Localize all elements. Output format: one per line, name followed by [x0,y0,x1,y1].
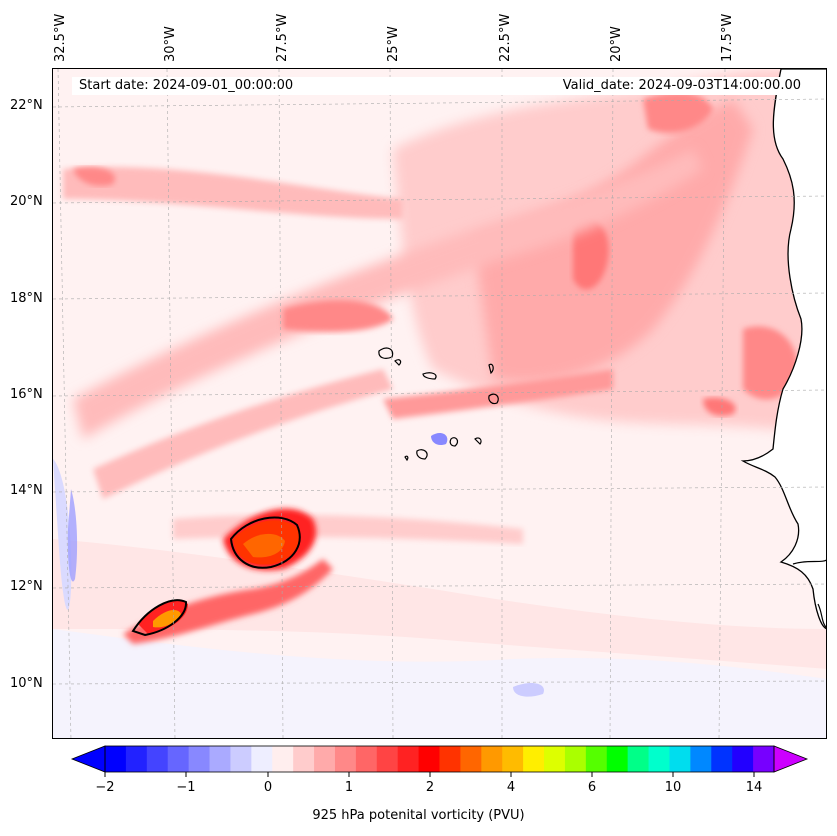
colorbar-segment [502,746,524,772]
colorbar [70,745,809,777]
colorbar-segment [627,746,650,772]
colorbar-tick-label: −1 [176,780,196,795]
valid-date: Valid_date: 2024-09-03T14:00:00.00 [562,78,801,93]
colorbar-segment [418,746,440,772]
map-panel[interactable] [52,68,827,739]
lon-label: 27.5°W [275,13,290,62]
graticule [53,69,826,738]
colorbar-segment [167,746,190,772]
colorbar-segment [460,746,482,772]
colorbar-segment [669,746,691,772]
lat-label: 16°N [10,387,43,402]
colorbar-segment [544,746,566,772]
colorbar-segment [105,746,127,772]
colorbar-segment [711,746,733,772]
colorbar-tick-label: 6 [587,780,597,795]
colorbar-segment [439,746,461,772]
lon-label: 32.5°W [53,13,68,62]
colorbar-tick-label: 1 [344,780,354,795]
lat-label: 14°N [10,483,43,498]
lat-label: 12°N [10,579,43,594]
colorbar-segment [585,746,608,772]
colorbar-label: 925 hPa potenital vorticity (PVU) [312,808,525,823]
colorbar-segment [523,746,545,772]
colorbar-segment [564,746,587,772]
colorbar-segment [251,746,273,772]
colorbar-tick-label: 0 [263,780,273,795]
colorbar-tick-label: 10 [664,780,682,795]
lon-label: 17.5°W [720,13,735,62]
colorbar-segment [209,746,231,772]
africa-coastline [740,69,826,629]
colorbar-segment [753,746,775,772]
pv-field [53,69,826,738]
colorbar-segment [690,746,712,772]
colorbar-segment [314,746,336,772]
colorbar-segment [355,746,378,772]
lon-label: 22.5°W [498,13,513,62]
colorbar-segment [334,746,357,772]
colorbar-segment [606,746,629,772]
lat-label: 20°N [10,194,43,209]
start-date: Start date: 2024-09-01_00:00:00 [79,78,294,93]
colorbar-segment [230,746,252,772]
lon-label: 30°W [163,26,178,62]
colorbar-segment [146,746,169,772]
colorbar-segment [397,746,420,772]
colorbar-segment [376,746,399,772]
colorbar-segment [732,746,754,772]
lon-label: 20°W [609,26,624,62]
colorbar-tick-label: 14 [745,780,763,795]
date-info-bar: Start date: 2024-09-01_00:00:00 Valid_da… [72,77,808,95]
colorbar-tick-label: 4 [506,780,516,795]
colorbar-tick-label: −2 [95,780,115,795]
lat-label: 10°N [10,676,43,691]
colorbar-segment [648,746,670,772]
lat-label: 22°N [10,98,43,113]
colorbar-segment [481,746,503,772]
colorbar-segment [125,746,148,772]
colorbar-over-arrow [773,745,809,773]
colorbar-tick-label: 2 [425,780,435,795]
lon-label: 25°W [386,26,401,62]
colorbar-segment [293,746,315,772]
colorbar-segment [188,746,211,772]
cape-verde-islands [378,347,499,462]
colorbar-segment [272,746,294,772]
lat-label: 18°N [10,291,43,306]
colorbar-under-arrow [70,745,106,773]
